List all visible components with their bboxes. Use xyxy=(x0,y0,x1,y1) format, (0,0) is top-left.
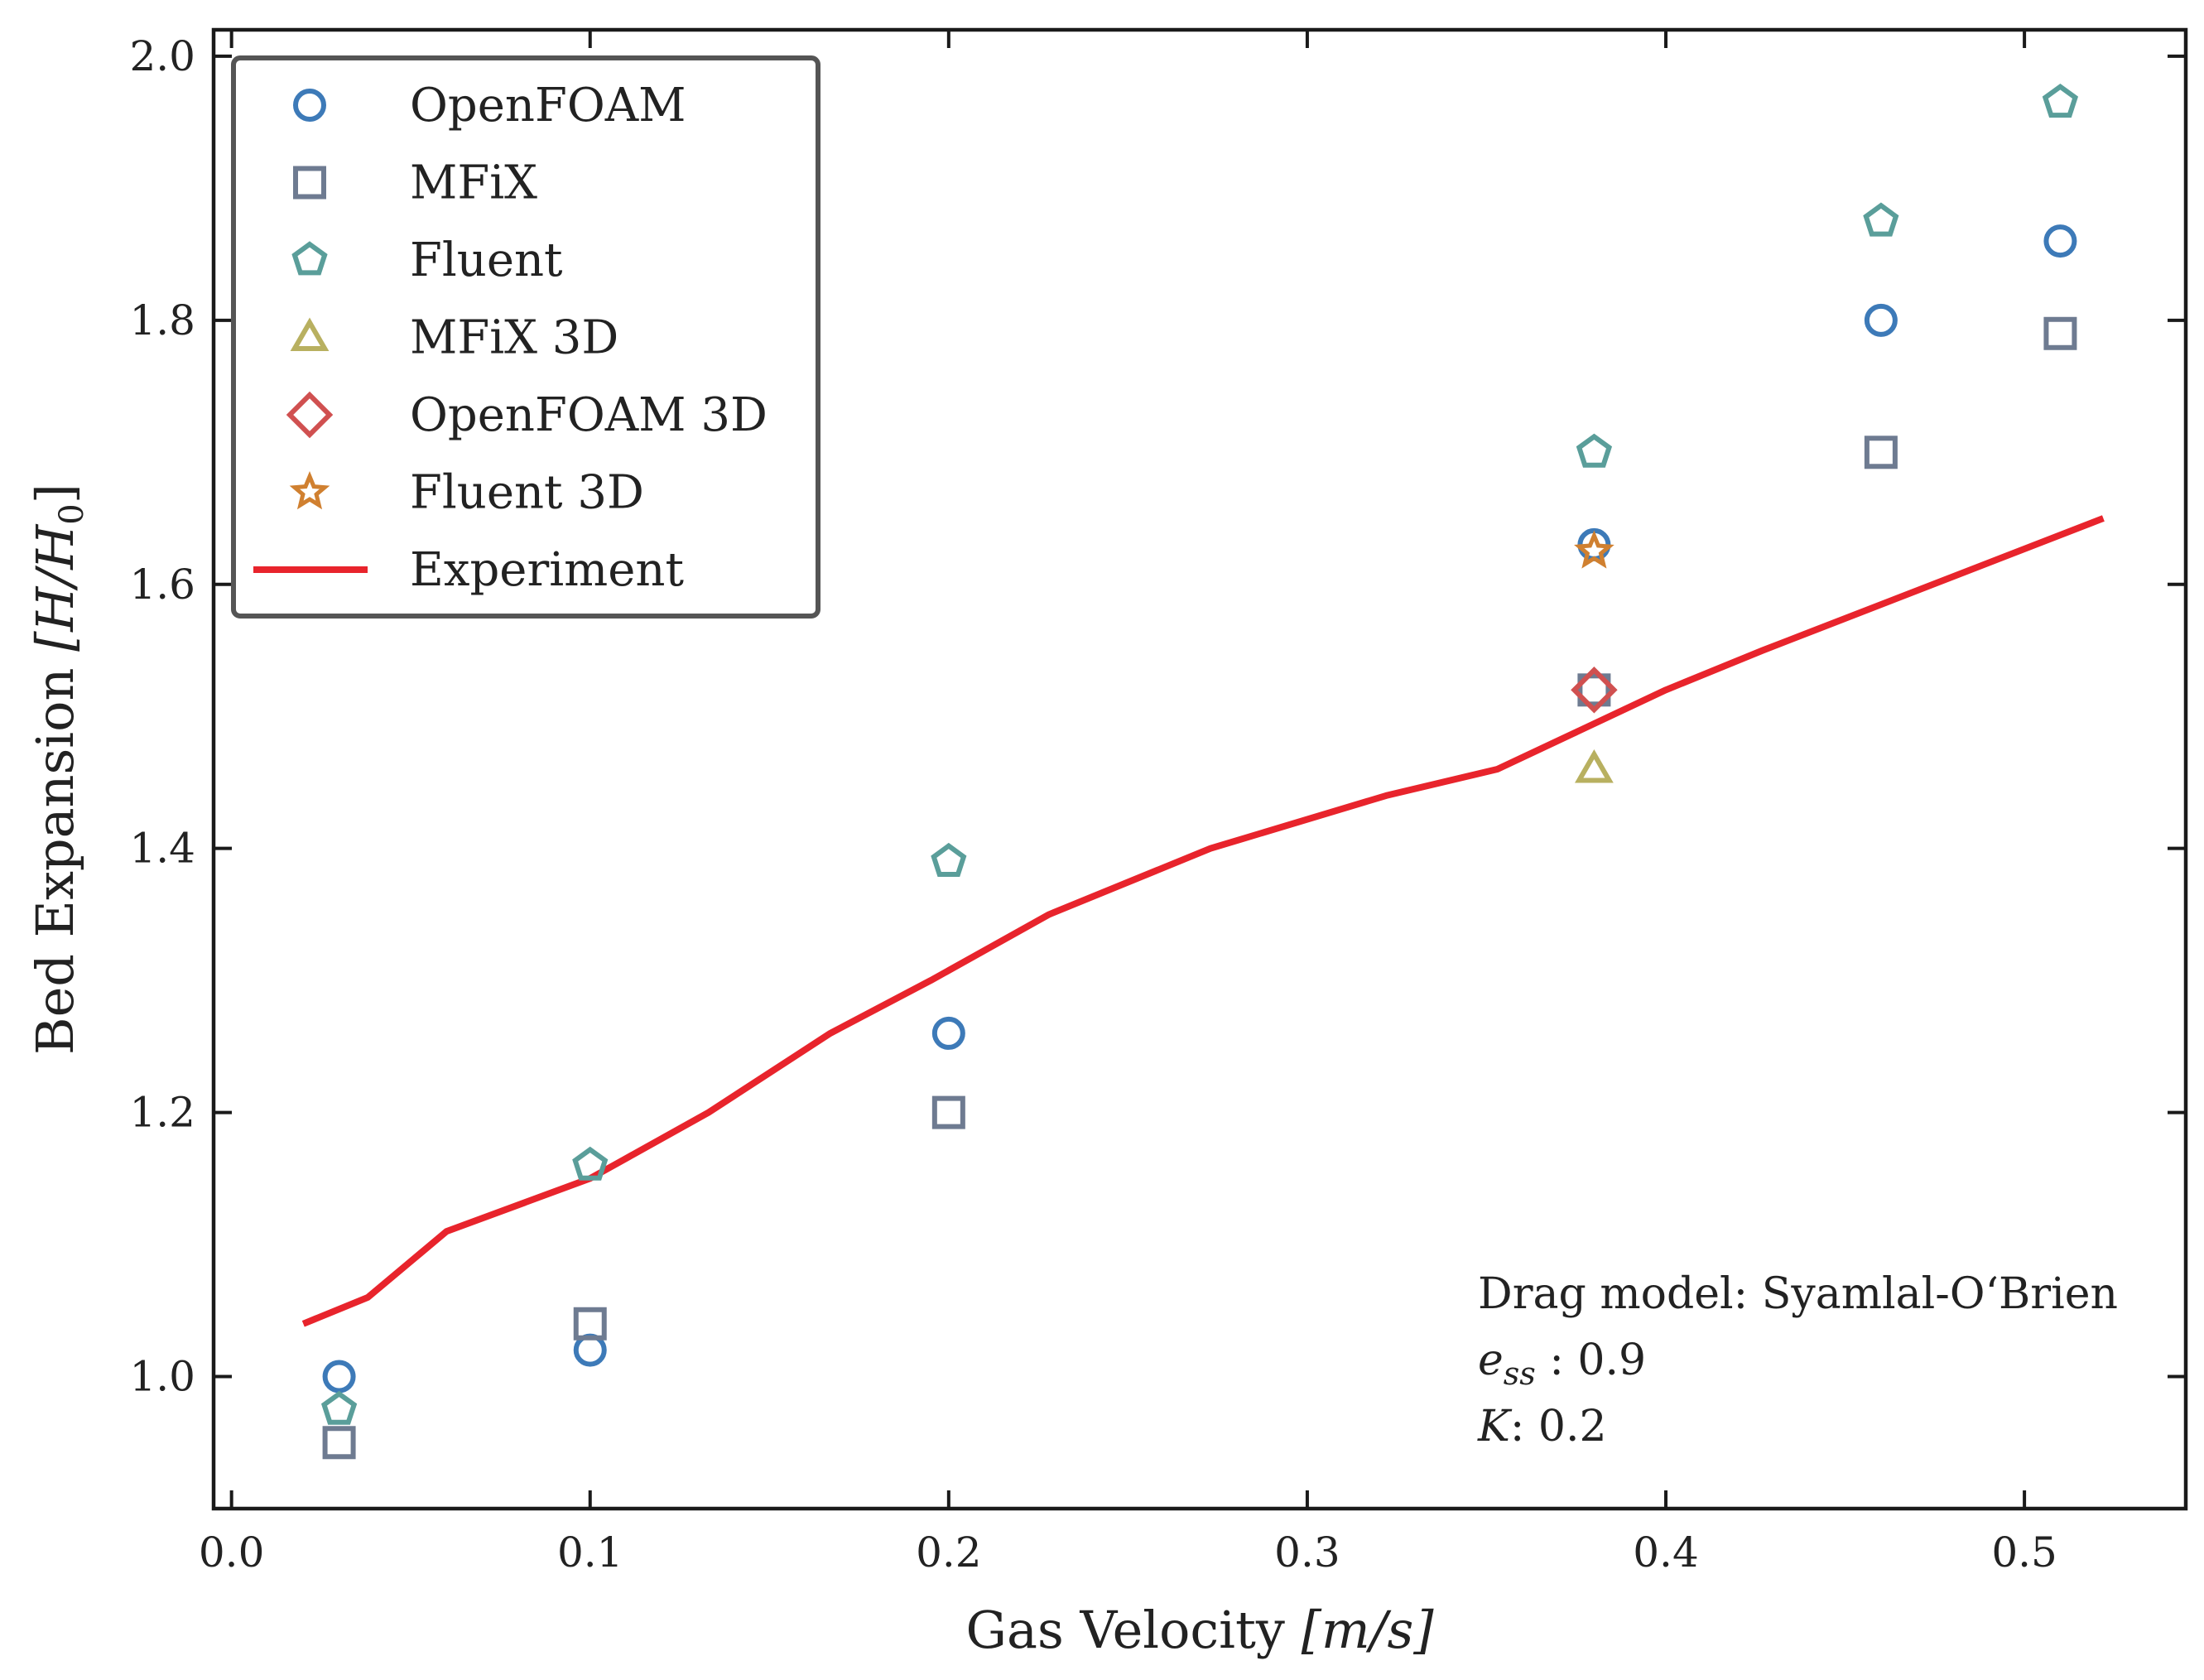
x-tick-label: 0.3 xyxy=(1274,1528,1340,1577)
legend-swatch-fluent-3d xyxy=(289,470,330,510)
data-point-mfix xyxy=(1577,673,1611,707)
x-tick-label: 0.5 xyxy=(1991,1528,2057,1577)
data-point-openfoam xyxy=(322,1360,356,1394)
legend-swatch-fluent xyxy=(291,241,328,276)
data-point-fluent xyxy=(1576,433,1613,468)
y-tick-label: 1.4 xyxy=(129,825,195,873)
data-point-fluent xyxy=(572,1146,609,1181)
data-point-fluent-3d xyxy=(1574,530,1615,569)
data-point-openfoam xyxy=(2043,224,2077,258)
y-tick-label: 2.0 xyxy=(129,32,195,80)
legend-label-experiment: Experiment xyxy=(410,543,684,597)
data-point-openfoam-3d xyxy=(1571,667,1618,714)
annotation-ess: ess : 0.9 xyxy=(1478,1336,1646,1392)
plot-frame xyxy=(211,27,2188,1511)
legend-label-openfoam: OpenFOAM xyxy=(410,79,686,132)
x-tick-label: 0.1 xyxy=(557,1528,623,1577)
series-line-experiment xyxy=(301,515,2105,1327)
data-point-mfix xyxy=(322,1426,356,1460)
legend-label-fluent-3d: Fluent 3D xyxy=(410,466,644,520)
y-tick-label: 1.2 xyxy=(129,1089,195,1137)
annotation-drag-model: Drag model: Syamlal-O‘Brien xyxy=(1478,1269,2118,1319)
data-point-mfix xyxy=(931,1095,965,1129)
y-tick-label: 1.6 xyxy=(129,561,195,609)
legend-swatch-mfix xyxy=(293,166,326,200)
annotation-k: K: 0.2 xyxy=(1477,1402,1607,1451)
x-axis-title: Gas Velocity [m/s] xyxy=(965,1600,1434,1660)
data-point-fluent xyxy=(931,842,967,877)
y-tick-label: 1.0 xyxy=(129,1353,195,1401)
legend-swatch-openfoam xyxy=(293,89,326,122)
legend-swatch-mfix-3d xyxy=(290,317,330,351)
data-point-fluent xyxy=(320,1390,358,1425)
legend-label-mfix-3d: MFiX 3D xyxy=(410,311,618,365)
y-tick-label: 1.8 xyxy=(129,296,195,344)
legend-label-fluent: Fluent xyxy=(410,233,563,287)
data-point-fluent xyxy=(2042,83,2079,118)
data-point-mfix xyxy=(1864,436,1898,469)
data-point-mfix xyxy=(573,1307,607,1341)
data-point-mfix xyxy=(2043,316,2077,350)
data-point-mfix-3d xyxy=(1575,749,1614,783)
x-tick-label: 0.0 xyxy=(199,1528,265,1577)
legend-label-mfix: MFiX xyxy=(410,156,537,210)
data-point-openfoam xyxy=(1864,303,1898,337)
x-tick-label: 0.2 xyxy=(916,1528,982,1577)
x-tick-label: 0.4 xyxy=(1633,1528,1699,1577)
data-point-openfoam xyxy=(931,1016,965,1050)
legend-label-openfoam-3d: OpenFOAM 3D xyxy=(410,388,768,442)
data-point-fluent xyxy=(1863,202,1899,237)
y-axis-title: Bed Expansion [H/H0] xyxy=(25,484,91,1055)
legend-swatch-openfoam-3d xyxy=(286,391,334,439)
legend-box xyxy=(231,55,820,619)
